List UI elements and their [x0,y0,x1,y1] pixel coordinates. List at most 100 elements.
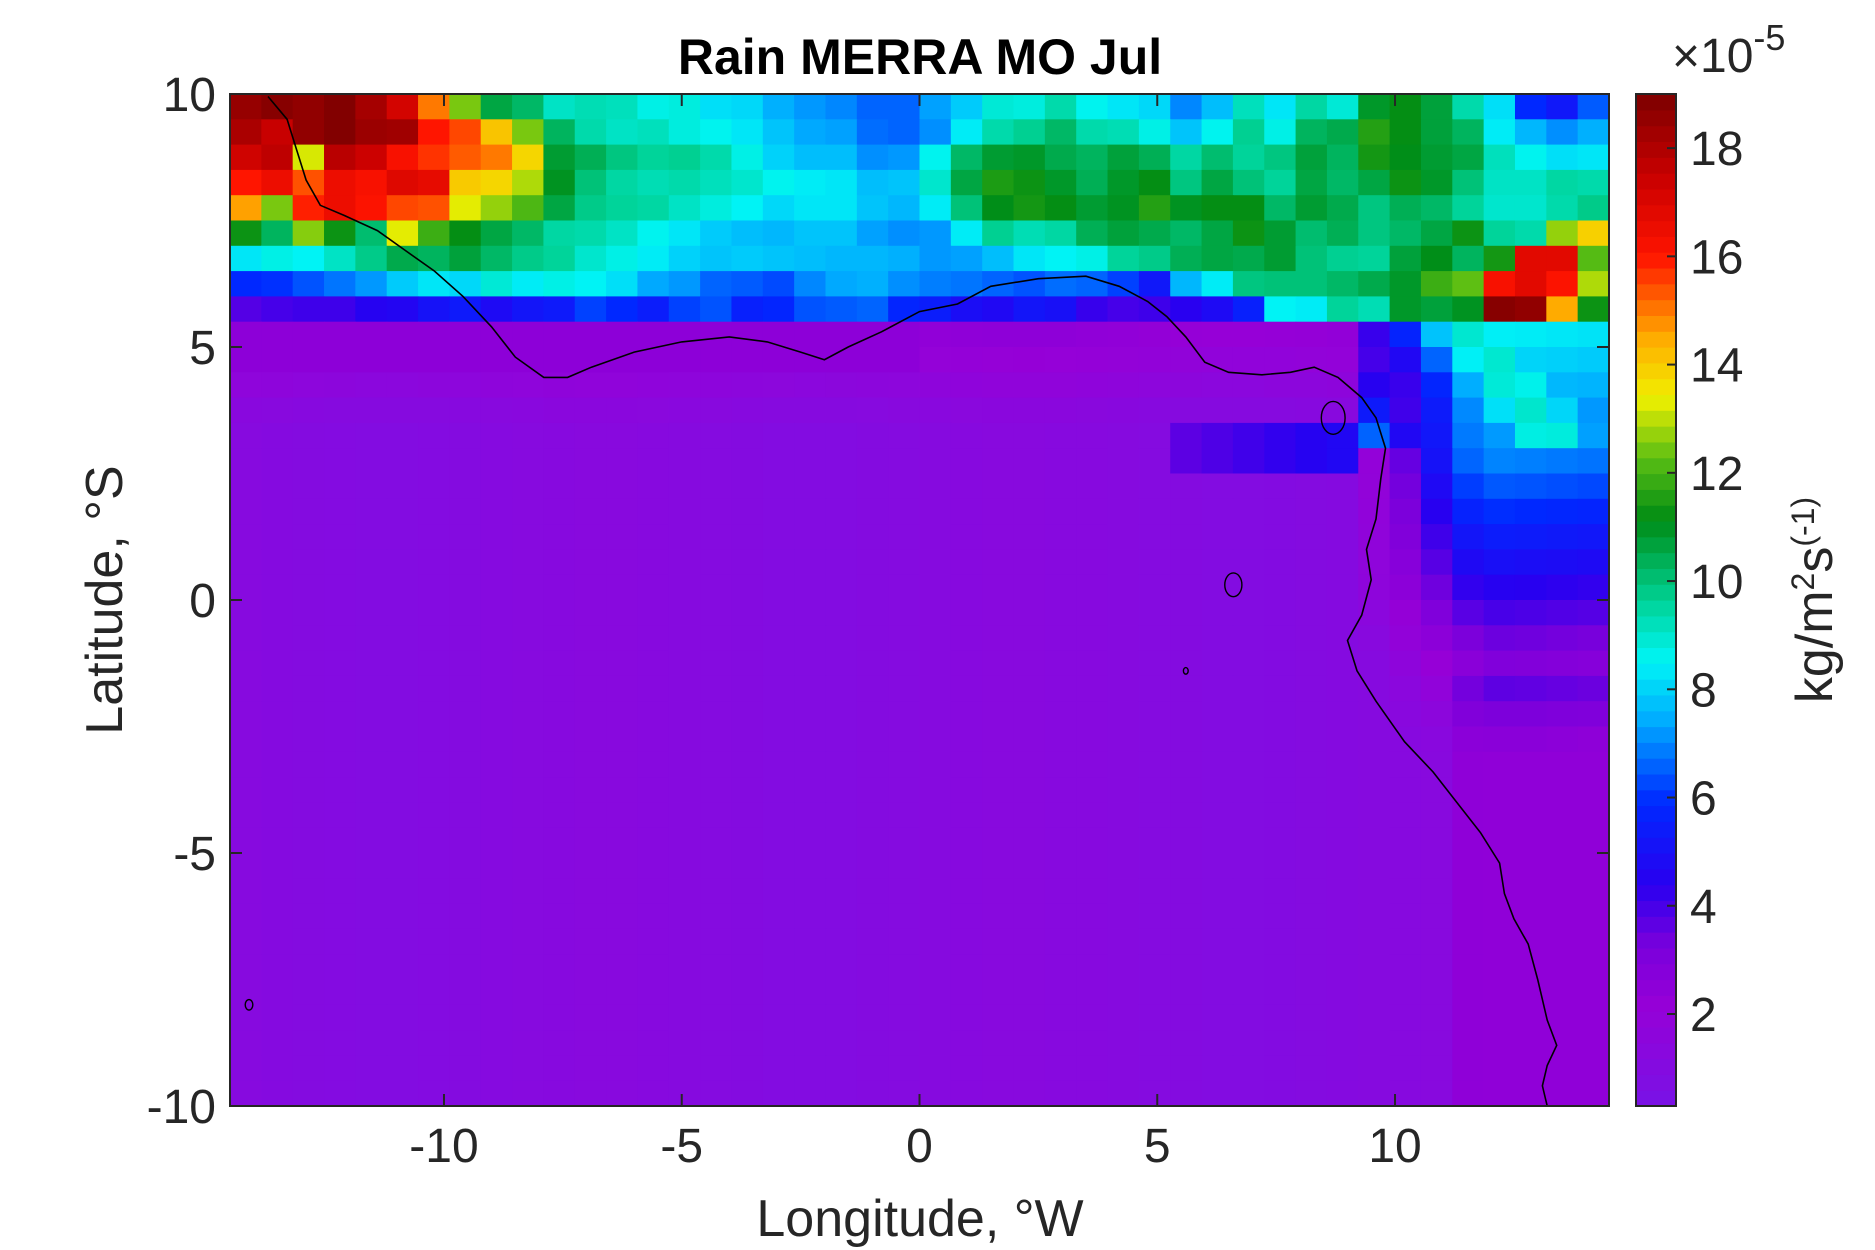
heatmap-cell [1546,853,1579,879]
heatmap-cell [449,397,482,424]
heatmap-cell [1483,701,1516,728]
heatmap-cell [449,372,482,399]
heatmap-cell [1577,271,1610,297]
heatmap-cell [574,397,607,424]
heatmap-cell [856,524,889,550]
heatmap-cell [919,1080,952,1107]
heatmap-cell [1514,726,1547,753]
heatmap-cell [700,245,733,272]
heatmap-cell [230,321,262,348]
heatmap-cell [449,675,482,702]
heatmap-cell [1201,802,1234,829]
heatmap-cell [1107,751,1140,778]
heatmap-cell [1232,1080,1265,1107]
heatmap-cell [1264,347,1297,373]
heatmap-cell [1013,549,1046,576]
heatmap-cell [637,169,670,196]
heatmap-cell [1483,524,1516,550]
heatmap-cell [794,245,827,272]
heatmap-cell [1295,498,1328,525]
heatmap-cell [1389,954,1422,981]
heatmap-cell [480,271,513,297]
colorbar-frame [1635,93,1677,1107]
colorbar-segment [1636,1058,1676,1075]
heatmap-cell [1420,296,1453,323]
heatmap-cell [292,903,325,930]
heatmap-cell [292,1004,325,1031]
heatmap-cell [261,448,294,475]
heatmap-cell [480,751,513,778]
heatmap-cell [1138,650,1171,677]
heatmap-cell [1295,372,1328,399]
heatmap-cell [982,296,1015,323]
heatmap-cell [762,701,795,728]
heatmap-cell [574,726,607,753]
heatmap-cell [1452,448,1485,475]
heatmap-cell [1358,777,1391,803]
heatmap-cell [1577,574,1610,601]
heatmap-cell [1170,1004,1203,1031]
heatmap-cell [1264,954,1297,981]
heatmap-cell [543,94,576,120]
heatmap-cell [1232,321,1265,348]
heatmap-cell [292,524,325,550]
heatmap-cell [1264,422,1297,449]
heatmap-cell [1107,954,1140,981]
heatmap-cell [386,549,419,576]
colorbar-segment [1636,489,1676,506]
heatmap-cell [794,220,827,247]
heatmap-cell [512,1055,545,1082]
heatmap-cell [418,372,450,399]
heatmap-cell [1420,726,1453,753]
heatmap-cell [888,195,921,222]
heatmap-cell [637,144,670,171]
heatmap-cell [1044,119,1077,146]
heatmap-cell [1044,802,1077,829]
heatmap-cell [794,675,827,702]
heatmap-cell [1483,498,1516,525]
heatmap-cell [1044,726,1077,753]
heatmap-cell [1013,625,1046,652]
heatmap-cell [449,625,482,652]
heatmap-cell [982,726,1015,753]
heatmap-cell [230,94,262,120]
heatmap-cell [1326,195,1359,222]
heatmap-cell [543,625,576,652]
heatmap-cell [888,827,921,854]
heatmap-cell [418,625,450,652]
heatmap-cell [1076,195,1109,222]
heatmap-cell [1138,549,1171,576]
colorbar-segment [1636,647,1676,664]
heatmap-cell [700,751,733,778]
heatmap-cell [1201,878,1234,905]
heatmap-cell [418,726,450,753]
heatmap-cell [1076,675,1109,702]
heatmap-cell [1044,827,1077,854]
heatmap-cell [1044,625,1077,652]
heatmap-cell [261,372,294,399]
heatmap-cell [794,94,827,120]
y-axis-label: Latitude, °S [76,465,134,734]
y-tick-label: -5 [173,828,216,881]
heatmap-cell [1546,372,1579,399]
heatmap-cell [1013,397,1046,424]
x-tick-label: 0 [906,1120,933,1173]
heatmap-cell [355,94,388,120]
heatmap-cell [1452,321,1485,348]
heatmap-cell [324,448,356,475]
heatmap-cell [1232,675,1265,702]
heatmap-cell [1076,625,1109,652]
heatmap-cell [1201,726,1234,753]
heatmap-cell [292,827,325,854]
heatmap-cell [950,701,983,728]
heatmap-cell [794,853,827,879]
heatmap-cell [606,422,639,449]
colorbar-exponent: ×10-5 [1672,17,1785,83]
heatmap-cell [1170,650,1203,677]
heatmap-cell [794,701,827,728]
heatmap-cell [888,1055,921,1082]
heatmap-cell [1452,979,1485,1006]
heatmap-cell [637,448,670,475]
heatmap-cell [480,549,513,576]
heatmap-cell [574,878,607,905]
